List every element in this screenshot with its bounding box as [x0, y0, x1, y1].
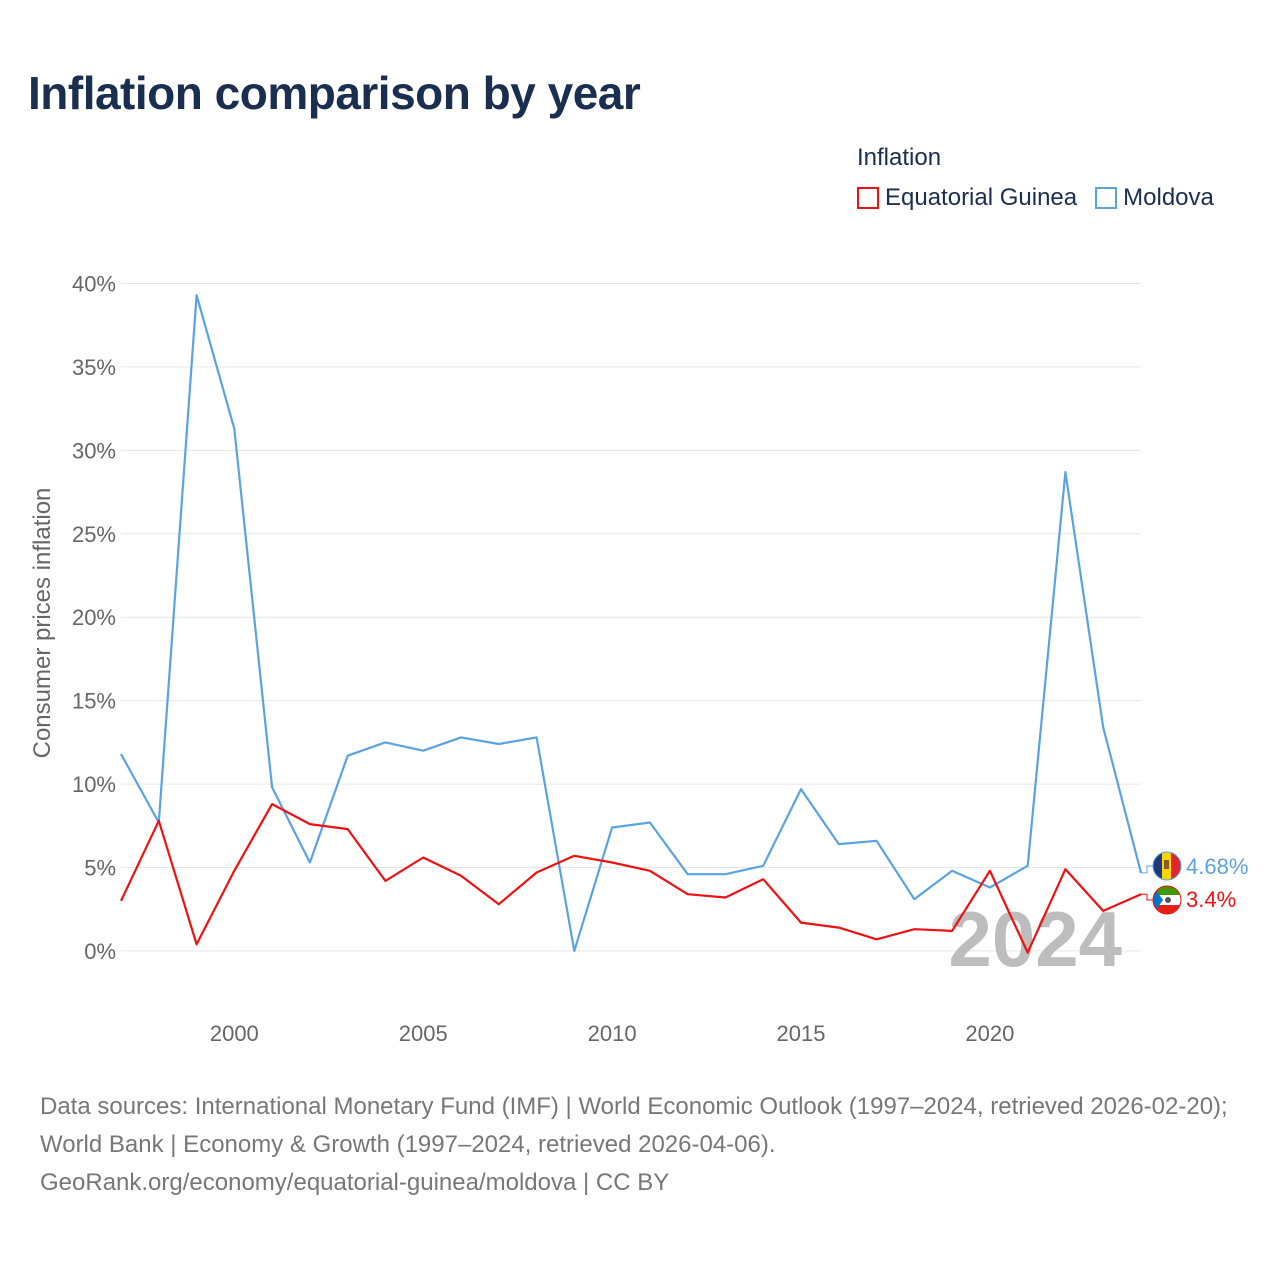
moldova-end-label: 4.68%: [1186, 854, 1248, 879]
y-axis-label: Consumer prices inflation: [29, 488, 56, 759]
data-point-moldova[interactable]: [799, 787, 804, 792]
series-lines: [119, 293, 1143, 955]
data-point-moldova[interactable]: [232, 426, 237, 431]
x-tick-label: 2010: [588, 1021, 637, 1046]
data-point-moldova[interactable]: [345, 753, 350, 758]
data-point-equatorial_guinea[interactable]: [572, 853, 577, 858]
data-point-moldova[interactable]: [194, 293, 199, 298]
data-sources: Data sources: International Monetary Fun…: [40, 1093, 1228, 1158]
year-watermark: 2024: [948, 895, 1122, 983]
leader-line-equatorial_guinea: [1141, 893, 1153, 901]
data-point-equatorial_guinea[interactable]: [421, 855, 426, 860]
y-tick-label: 40%: [72, 272, 116, 297]
y-tick-label: 20%: [72, 605, 116, 630]
footer: Data sources: International Monetary Fun…: [40, 1088, 1250, 1202]
data-point-moldova[interactable]: [874, 838, 879, 843]
data-point-equatorial_guinea[interactable]: [874, 937, 879, 942]
data-point-equatorial_guinea[interactable]: [307, 822, 312, 827]
y-tick-label: 25%: [72, 522, 116, 547]
data-point-equatorial_guinea[interactable]: [950, 928, 955, 933]
data-point-equatorial_guinea[interactable]: [685, 892, 690, 897]
data-point-moldova[interactable]: [610, 825, 615, 830]
data-point-moldova[interactable]: [1063, 470, 1068, 475]
data-point-moldova[interactable]: [572, 948, 577, 953]
legend-item-equatorial-guinea[interactable]: Equatorial Guinea: [857, 184, 1077, 212]
data-point-equatorial_guinea[interactable]: [1063, 867, 1068, 872]
data-point-equatorial_guinea[interactable]: [459, 873, 464, 878]
legend-item-moldova[interactable]: Moldova: [1095, 184, 1214, 212]
legend-title: Inflation: [857, 144, 942, 171]
data-point-moldova[interactable]: [723, 872, 728, 877]
x-tick-label: 2005: [399, 1021, 448, 1046]
x-tick-label: 2015: [777, 1021, 826, 1046]
data-point-equatorial_guinea[interactable]: [610, 860, 615, 865]
x-tick-label: 2000: [210, 1021, 259, 1046]
moldova-flag-icon: [1152, 851, 1182, 881]
data-point-equatorial_guinea[interactable]: [723, 895, 728, 900]
data-point-equatorial_guinea[interactable]: [799, 920, 804, 925]
data-point-equatorial_guinea[interactable]: [761, 877, 766, 882]
grid: [121, 283, 1141, 952]
data-point-moldova[interactable]: [119, 752, 124, 757]
x-axis-ticks: 2000 2005 2010 2015 2020: [210, 1021, 1015, 1046]
chart-title: Inflation comparison by year: [28, 67, 641, 119]
y-tick-label: 30%: [72, 438, 116, 463]
data-point-moldova[interactable]: [987, 885, 992, 890]
data-point-equatorial_guinea[interactable]: [912, 927, 917, 932]
legend: Inflation Equatorial Guinea Moldova: [857, 144, 1214, 212]
legend-swatch-equatorial-guinea: [857, 187, 879, 209]
series-line-moldova[interactable]: [120, 294, 1143, 953]
data-point-equatorial_guinea[interactable]: [345, 827, 350, 832]
data-point-equatorial_guinea[interactable]: [232, 868, 237, 873]
data-point-equatorial_guinea[interactable]: [156, 818, 161, 823]
data-point-equatorial_guinea[interactable]: [194, 942, 199, 947]
leader-line-moldova: [1141, 865, 1153, 874]
y-tick-label: 15%: [72, 689, 116, 714]
data-point-moldova[interactable]: [950, 868, 955, 873]
equatorial-guinea-end-label: 3.4%: [1186, 887, 1236, 912]
series-line-equatorial_guinea[interactable]: [120, 802, 1142, 954]
data-point-equatorial_guinea[interactable]: [383, 878, 388, 883]
data-point-moldova[interactable]: [270, 785, 275, 790]
data-point-moldova[interactable]: [647, 820, 652, 825]
data-point-moldova[interactable]: [761, 863, 766, 868]
data-point-equatorial_guinea[interactable]: [534, 870, 539, 875]
data-point-moldova[interactable]: [1025, 863, 1030, 868]
data-point-equatorial_guinea[interactable]: [1025, 950, 1030, 955]
data-point-equatorial_guinea[interactable]: [496, 902, 501, 907]
data-point-moldova[interactable]: [685, 872, 690, 877]
data-point-moldova[interactable]: [383, 740, 388, 745]
data-point-moldova[interactable]: [421, 748, 426, 753]
data-point-equatorial_guinea[interactable]: [836, 925, 841, 930]
x-tick-label: 2020: [965, 1021, 1014, 1046]
equatorial-guinea-flag-icon: [1152, 885, 1182, 915]
y-tick-label: 35%: [72, 355, 116, 380]
line-chart: 0%5%10%15%20%25%30%35%40% 2000 2005 2010 20…: [29, 272, 1248, 1047]
y-tick-label: 10%: [72, 772, 116, 797]
attribution-link[interactable]: GeoRank.org/economy/equatorial-guinea/mo…: [40, 1169, 670, 1196]
data-point-equatorial_guinea[interactable]: [270, 802, 275, 807]
y-tick-label: 5%: [84, 856, 116, 881]
legend-label-equatorial-guinea: Equatorial Guinea: [885, 184, 1078, 211]
data-point-equatorial_guinea[interactable]: [119, 898, 124, 903]
legend-label-moldova: Moldova: [1123, 184, 1214, 211]
data-point-moldova[interactable]: [534, 735, 539, 740]
data-point-moldova[interactable]: [1101, 725, 1106, 730]
y-axis-ticks: 0% 5% 10% 15% 20% 25% 30% 35% 40%: [72, 272, 116, 964]
legend-swatch-moldova: [1095, 187, 1118, 209]
end-markers: 4.68% 3.4%: [1141, 851, 1248, 915]
data-point-moldova[interactable]: [459, 735, 464, 740]
y-tick-label: 0%: [84, 939, 116, 964]
data-point-moldova[interactable]: [836, 842, 841, 847]
data-point-moldova[interactable]: [912, 897, 917, 902]
data-point-moldova[interactable]: [307, 860, 312, 865]
data-point-equatorial_guinea[interactable]: [1101, 908, 1106, 913]
data-point-moldova[interactable]: [496, 742, 501, 747]
data-point-equatorial_guinea[interactable]: [987, 868, 992, 873]
data-point-equatorial_guinea[interactable]: [647, 868, 652, 873]
